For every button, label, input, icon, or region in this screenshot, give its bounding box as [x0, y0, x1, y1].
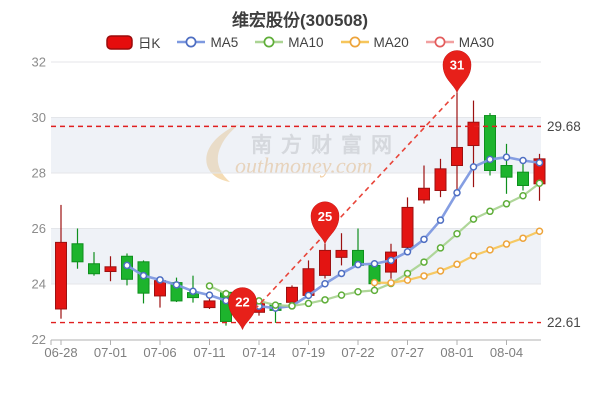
- candle: [203, 300, 216, 309]
- x-axis: 06-28 07-01 07-06 07-11 07-14 07-19 07-22 07-27…: [44, 339, 541, 360]
- y-axis-label: 30: [32, 110, 46, 125]
- legend: 日K MA5 MA10 MA20 MA30: [0, 32, 600, 52]
- y-axis-label: 28: [32, 166, 46, 181]
- x-axis-label: 07-01: [94, 345, 127, 360]
- y-axis-label: 32: [32, 55, 46, 70]
- legend-item-ma10[interactable]: MA10: [255, 34, 324, 50]
- marker-pin-22: 22: [228, 287, 257, 331]
- candle: [319, 249, 331, 276]
- x-axis-label: 07-11: [193, 345, 225, 360]
- legend-item-day-k[interactable]: 日K: [106, 32, 161, 52]
- low-price-label: 22.61: [547, 315, 581, 330]
- candles-series: [55, 92, 546, 326]
- page-title: 维宏股份(300508): [231, 11, 369, 30]
- y-axis-label: 26: [32, 221, 46, 236]
- svg-text:25: 25: [318, 209, 332, 224]
- y-axis-label: 22: [32, 332, 46, 347]
- x-axis-label: 06-28: [44, 345, 77, 360]
- ma5-line: [123, 153, 544, 312]
- candle: [335, 249, 348, 258]
- high-price-label: 29.68: [547, 119, 581, 134]
- legend-label: 日K: [137, 36, 161, 51]
- marker-pin-25: 25: [310, 201, 340, 245]
- candle: [517, 171, 529, 186]
- x-axis-label: 08-01: [440, 345, 473, 360]
- watermark: 南方财富网 outhmoney.com: [203, 122, 433, 192]
- ref-line-low: 22.61: [51, 315, 581, 330]
- candle: [467, 121, 480, 147]
- legend-item-ma20[interactable]: MA20: [340, 34, 409, 50]
- candle: [484, 115, 496, 172]
- candle: [500, 165, 513, 178]
- ref-line-high: 29.68: [51, 119, 581, 134]
- watermark-en-text: outhmoney.com: [235, 153, 372, 179]
- candle: [451, 146, 463, 167]
- x-axis-label: 08-04: [490, 345, 523, 360]
- ma10-marker-icon: [255, 36, 284, 48]
- watermark-cn-text: 南方财富网: [251, 129, 401, 159]
- ma5-marker-icon: [177, 36, 206, 48]
- candle: [434, 168, 447, 191]
- x-axis-label: 07-19: [292, 345, 325, 360]
- legend-label: MA20: [373, 34, 409, 50]
- legend-label: MA10: [288, 34, 324, 50]
- y-axis-label: 24: [32, 277, 46, 292]
- candle: [286, 286, 298, 303]
- ma20-marker-icon: [340, 36, 369, 48]
- svg-text:22: 22: [235, 295, 249, 310]
- svg-text:31: 31: [450, 58, 464, 73]
- gridlines: 22 24 26 28 30 32: [32, 55, 541, 347]
- candle: [88, 263, 100, 275]
- legend-label: MA30: [458, 34, 495, 50]
- x-axis-label: 07-06: [143, 345, 176, 360]
- legend-label: MA5: [210, 34, 239, 50]
- x-axis-label: 07-27: [391, 345, 424, 360]
- x-axis-label: 07-22: [341, 345, 374, 360]
- marker-pin-31: 31: [442, 50, 472, 94]
- candle: [418, 187, 430, 201]
- day-k-swatch-icon: [106, 34, 133, 50]
- candle: [71, 243, 84, 263]
- candle: [401, 206, 414, 248]
- watermark-swoosh-icon: [206, 124, 239, 182]
- legend-item-ma30[interactable]: MA30: [425, 34, 495, 50]
- trend-line: [241, 91, 458, 324]
- candle: [55, 241, 67, 310]
- x-axis-label: 07-14: [242, 345, 275, 360]
- candle: [104, 266, 117, 273]
- legend-item-ma5[interactable]: MA5: [177, 35, 238, 50]
- ma20-line: [370, 227, 544, 287]
- ma30-marker-icon: [425, 36, 454, 48]
